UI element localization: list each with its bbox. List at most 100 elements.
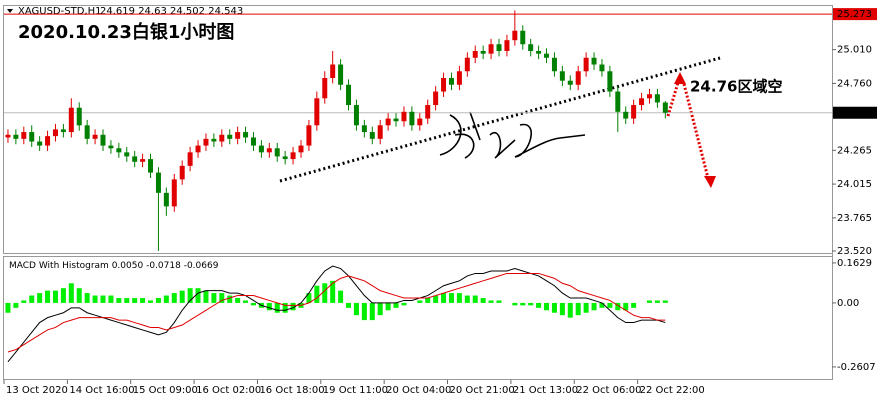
macd-bar <box>195 288 201 303</box>
candle-body <box>591 57 597 65</box>
arrow-down <box>682 83 711 183</box>
candle-body <box>132 156 138 162</box>
macd-bar <box>361 302 367 321</box>
macd-bar <box>282 302 288 313</box>
candle-body <box>528 44 534 51</box>
candle-body <box>140 159 146 162</box>
candle-body <box>623 111 629 119</box>
candle-body <box>52 129 58 137</box>
macd-bar <box>646 300 652 303</box>
macd-bar <box>187 288 193 303</box>
macd-bar <box>377 302 383 316</box>
candle-body <box>456 71 462 85</box>
macd-bar <box>346 302 352 308</box>
macd-bar <box>124 298 130 303</box>
price-label-bg <box>833 106 877 119</box>
macd-bar <box>235 298 241 303</box>
candle-body <box>504 40 510 51</box>
arrow-head <box>704 176 716 188</box>
candle-body <box>409 111 415 126</box>
candle-body <box>148 159 154 173</box>
candle-body <box>472 50 478 58</box>
x-tick-label: 20 Oct 21:00 <box>450 385 515 396</box>
candle-body <box>290 152 296 160</box>
candle-body <box>662 102 668 113</box>
ohlc-readout: 24.619 24.63 24.502 24.543 <box>100 6 243 17</box>
macd-bar <box>314 285 320 303</box>
x-tick-label: 22 Oct 06:00 <box>576 385 641 396</box>
macd-bar <box>520 302 526 306</box>
macd-bar <box>211 293 217 303</box>
macd-bar <box>203 290 209 303</box>
candle-body <box>29 132 35 142</box>
candle-body <box>243 132 249 138</box>
candle-body <box>76 107 82 126</box>
macd-bar <box>456 293 462 303</box>
candle-body <box>258 145 264 153</box>
x-tick-label: 21 Oct 13:00 <box>513 385 578 396</box>
x-tick-label: 13 Oct 2020 <box>6 385 68 396</box>
candle-body <box>353 105 359 126</box>
macd-readout: -0.0669 <box>184 261 219 271</box>
candle-body <box>155 172 161 193</box>
y-tick-label: 23.520 <box>837 246 872 257</box>
candle-body <box>536 50 542 54</box>
x-tick-label: 14 Oct 16:00 <box>69 385 134 396</box>
ohlc-value: 24.543 <box>208 6 243 17</box>
macd-bar <box>116 298 122 303</box>
candle-body <box>464 57 470 72</box>
macd-bar <box>68 283 74 303</box>
menu-triangle <box>7 9 13 13</box>
macd-bar <box>76 288 82 303</box>
ohlc-value: 24.502 <box>170 6 205 17</box>
candle-body <box>654 94 660 103</box>
candle-body <box>385 118 391 126</box>
candle-body <box>480 50 486 54</box>
candle-body <box>314 98 320 126</box>
signature <box>439 111 586 159</box>
candle-body <box>21 132 27 139</box>
x-tick-label: 20 Oct 04:00 <box>386 385 451 396</box>
ohlc-value: 24.63 <box>138 6 167 17</box>
macd-bar <box>536 302 542 308</box>
macd-bar <box>148 300 154 303</box>
y-tick-label: 24.265 <box>837 145 872 156</box>
macd-bar <box>290 302 296 311</box>
macd-bar <box>528 302 534 306</box>
candle-body <box>615 91 621 112</box>
macd-bar <box>155 298 161 303</box>
candle-body <box>646 94 652 99</box>
macd-bar <box>219 293 225 303</box>
macd-bar <box>84 293 90 303</box>
candle-body <box>84 125 90 139</box>
macd-bar <box>551 302 557 313</box>
macd-readout: 0.0050 <box>112 261 144 271</box>
candle-body <box>520 30 526 45</box>
candle-body <box>583 57 589 72</box>
macd-bar <box>599 302 605 308</box>
macd-bar <box>583 302 589 313</box>
candle-body <box>448 78 454 85</box>
ohlc-value: 24.619 <box>100 6 135 17</box>
candle-body <box>306 125 312 146</box>
candle-body <box>171 179 177 207</box>
trend-line <box>279 56 721 183</box>
candle-body <box>330 64 336 79</box>
candle-body <box>100 134 106 146</box>
macd-bar <box>330 280 336 303</box>
macd-bar <box>544 302 550 311</box>
y-tick-label: 25.010 <box>837 45 872 56</box>
candle-body <box>567 80 573 85</box>
candle-body <box>369 132 375 139</box>
high-label-bg <box>833 8 877 21</box>
candle-body <box>235 132 241 139</box>
macd-bar <box>227 295 233 303</box>
candle-body <box>37 141 43 146</box>
macd-bar <box>512 302 518 306</box>
macd-bar <box>631 302 637 308</box>
candle-body <box>163 192 169 207</box>
x-tick-label: 19 Oct 11:00 <box>323 385 388 396</box>
annotation: 24.76区域空 <box>690 78 782 96</box>
macd-bar <box>322 283 328 303</box>
candle-body <box>433 91 439 106</box>
